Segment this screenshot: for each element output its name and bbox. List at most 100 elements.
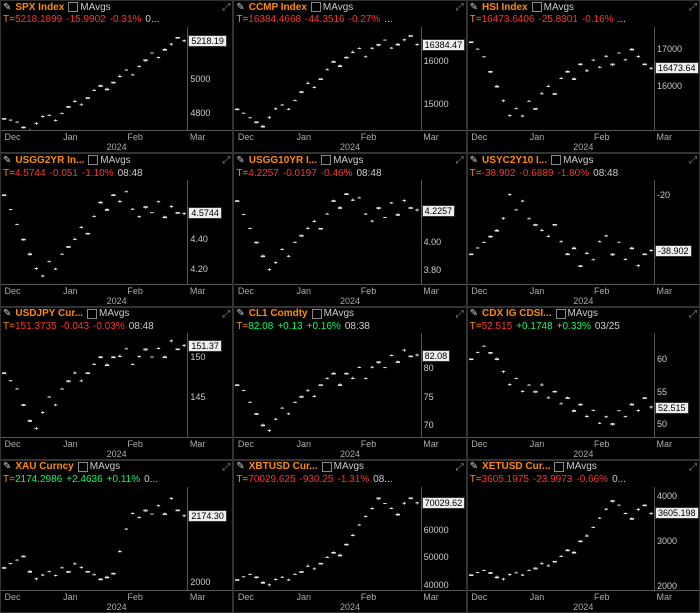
x-tick: Mar <box>423 132 439 142</box>
chart-area[interactable]: 4.003.804.2257 <box>234 180 465 284</box>
chart-panel[interactable]: ✎ SPX Index MAvgs ⤢T=5218.1899-15.9902-0.31… <box>0 0 233 153</box>
x-tick: Dec <box>471 132 487 142</box>
chart-panel[interactable]: ✎HSI IndexMAvgs⤢T=16473.6406-25.8301-0.1… <box>467 0 700 153</box>
chart-area[interactable]: -20-40-38.902 <box>468 180 699 284</box>
panel-stats: T=5218.1899-15.9902-0.31%0... <box>1 14 232 26</box>
last-price: 5218.1899 <box>15 14 62 25</box>
x-tick: Mar <box>657 132 673 142</box>
expand-icon[interactable]: ⤢ <box>689 155 697 167</box>
expand-icon[interactable]: ⤢ <box>689 462 697 474</box>
change-pct: +0.11% <box>107 474 140 485</box>
mavgs-toggle[interactable]: MAvgs <box>556 308 598 320</box>
edit-icon[interactable]: ✎ <box>236 2 244 14</box>
mavgs-toggle[interactable]: MAvgs <box>532 2 574 14</box>
ticker-symbol[interactable]: HSI Index <box>482 2 528 14</box>
x-tick: Jan <box>296 439 311 449</box>
panel-stats: T=52.515+0.1748+0.33%03/25 <box>468 321 699 333</box>
edit-icon[interactable]: ✎ <box>470 2 478 14</box>
chart-panel[interactable]: ✎XBTUSD Cur...MAvgs⤢T=70029.625-930.25-1… <box>233 460 466 613</box>
edit-icon[interactable]: ✎ <box>470 461 478 473</box>
y-tick: 2000 <box>657 581 677 591</box>
chart-panel[interactable]: ✎ CDX IG CDSI... MAvgs ⤢T=52.515+0.1748+0.3… <box>467 307 700 460</box>
x-tick: Feb <box>361 592 377 602</box>
expand-icon[interactable]: ⤢ <box>456 155 464 167</box>
expand-icon[interactable]: ⤢ <box>222 309 230 321</box>
edit-icon[interactable]: ✎ <box>236 308 244 320</box>
mavgs-toggle[interactable]: MAvgs <box>312 308 354 320</box>
expand-icon[interactable]: ⤢ <box>222 2 230 14</box>
x-axis: DecJanFebMar2024 <box>234 437 465 459</box>
expand-icon[interactable]: ⤢ <box>456 2 464 14</box>
ticker-symbol[interactable]: SPX Index <box>15 2 64 14</box>
chart-panel[interactable]: ✎CL1 ComdtyMAvgs⤢T=82.08+0.13+0.16%08:38… <box>233 307 466 460</box>
expand-icon[interactable]: ⤢ <box>222 462 230 474</box>
edit-icon[interactable]: ✎ <box>470 155 478 167</box>
chart-panel[interactable]: ✎USGG2YR In...MAvgs⤢T=4.5744-0.051-1.10%… <box>0 153 233 306</box>
expand-icon[interactable]: ⤢ <box>456 462 464 474</box>
mavgs-toggle[interactable]: MAvgs <box>321 155 363 167</box>
mavgs-toggle[interactable]: MAvgs <box>554 461 596 473</box>
candlestick-chart <box>1 487 187 591</box>
y-tick: 80 <box>424 363 434 373</box>
chart-area[interactable]: 160001500016384.47 <box>234 27 465 131</box>
price-flag: 52.515 <box>655 402 689 414</box>
change-abs: -0.051 <box>50 168 78 179</box>
edit-icon[interactable]: ✎ <box>470 308 478 320</box>
x-tick: Jan <box>530 592 545 602</box>
edit-icon[interactable]: ✎ <box>236 461 244 473</box>
mavgs-toggle[interactable]: MAvgs <box>311 2 353 14</box>
chart-panel[interactable]: ✎USYC2Y10 I...MAvgs⤢T=-38.902-0.6889-1.8… <box>467 153 700 306</box>
chart-area[interactable]: 170001600016473.64 <box>468 27 699 131</box>
mavgs-toggle[interactable]: MAvgs <box>322 461 364 473</box>
chart-panel[interactable]: ✎XETUSD Cur...MAvgs⤢T=3605.1975-23.9973-… <box>467 460 700 613</box>
ticker-symbol[interactable]: USGG10YR I... <box>249 155 317 167</box>
edit-icon[interactable]: ✎ <box>3 461 11 473</box>
edit-icon[interactable]: ✎ <box>3 155 11 167</box>
ticker-symbol[interactable]: USYC2Y10 I... <box>482 155 547 167</box>
chart-area[interactable]: 60000500004000070029.62 <box>234 487 465 591</box>
ticker-symbol[interactable]: CDX IG CDSI... <box>482 308 551 320</box>
chart-area[interactable]: 500048005218.19 <box>1 27 232 131</box>
candlestick-chart <box>1 180 187 284</box>
edit-icon[interactable]: ✎ <box>236 155 244 167</box>
chart-panel[interactable]: ✎USGG10YR I...MAvgs⤢T=4.2257-0.0197-0.46… <box>233 153 466 306</box>
ticker-symbol[interactable]: XAU Curncy <box>15 461 73 473</box>
ticker-symbol[interactable]: XETUSD Cur... <box>482 461 550 473</box>
panel-stats: T=16384.4668-44.3516-0.27%... <box>234 14 465 26</box>
chart-area[interactable]: 80757082.08 <box>234 333 465 437</box>
edit-icon[interactable]: ✎ <box>3 308 11 320</box>
ticker-symbol[interactable]: USDJPY Cur... <box>15 308 83 320</box>
edit-icon[interactable]: ✎ <box>3 2 11 14</box>
expand-icon[interactable]: ⤢ <box>689 2 697 14</box>
price-flag: 70029.62 <box>422 497 466 509</box>
t-prefix: T= <box>470 168 482 179</box>
y-axis: 160001500016384.47 <box>421 27 466 131</box>
y-axis: 4000300020003605.198 <box>654 487 699 591</box>
last-price: 2174.2986 <box>15 474 62 485</box>
candlestick-chart <box>234 487 420 591</box>
x-tick: Mar <box>423 439 439 449</box>
chart-area[interactable]: 150145151.37 <box>1 333 232 437</box>
ticker-symbol[interactable]: USGG2YR In... <box>15 155 84 167</box>
chart-area[interactable]: 60555052.515 <box>468 333 699 437</box>
ticker-symbol[interactable]: CCMP Index <box>249 2 307 14</box>
mavgs-toggle[interactable]: MAvgs <box>68 2 110 14</box>
x-year: 2024 <box>573 449 593 459</box>
expand-icon[interactable]: ⤢ <box>222 155 230 167</box>
ticker-symbol[interactable]: XBTUSD Cur... <box>249 461 318 473</box>
chart-panel[interactable]: ✎ CCMP Index MAvgs ⤢T=16384.4668-44.3516-0.… <box>233 0 466 153</box>
change-abs: -0.6889 <box>520 168 554 179</box>
mavgs-toggle[interactable]: MAvgs <box>551 155 593 167</box>
expand-icon[interactable]: ⤢ <box>689 309 697 321</box>
chart-panel[interactable]: ✎USDJPY Cur...MAvgs⤢T=151.3735-0.043-0.0… <box>0 307 233 460</box>
mavgs-toggle[interactable]: MAvgs <box>88 155 130 167</box>
chart-area[interactable]: 4000300020003605.198 <box>468 487 699 591</box>
mavgs-toggle[interactable]: MAvgs <box>78 461 120 473</box>
chart-panel[interactable]: ✎XAU CurncyMAvgs⤢T=2174.2986+2.4636+0.11… <box>0 460 233 613</box>
chart-area[interactable]: 4.404.204.5744 <box>1 180 232 284</box>
expand-icon[interactable]: ⤢ <box>456 309 464 321</box>
mavgs-toggle[interactable]: MAvgs <box>87 308 129 320</box>
chart-area[interactable]: 20002174.30 <box>1 487 232 591</box>
y-tick: 4800 <box>190 108 210 118</box>
ticker-symbol[interactable]: CL1 Comdty <box>249 308 308 320</box>
